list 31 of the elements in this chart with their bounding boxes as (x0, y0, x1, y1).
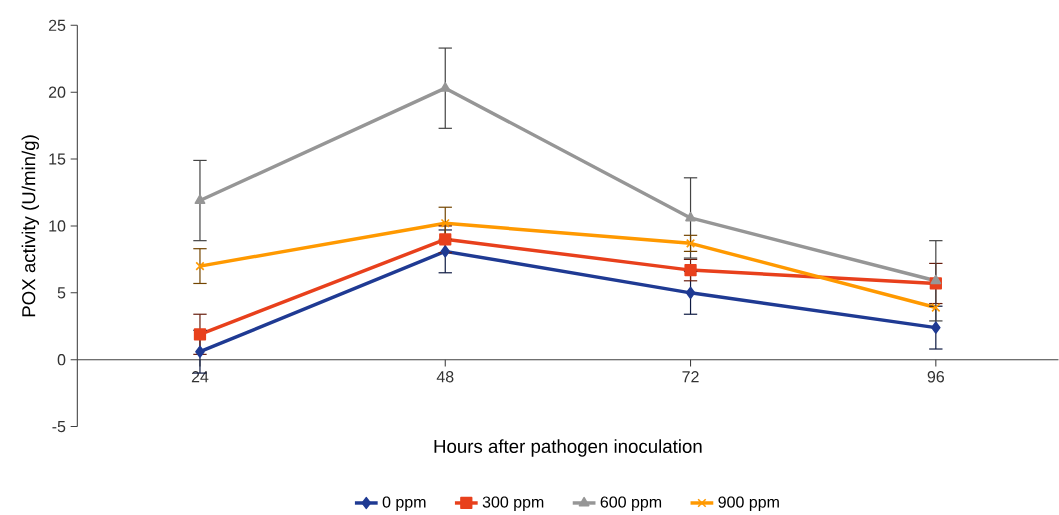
point (685, 238, 696, 248)
point (930, 274, 942, 285)
x-axis-title: Hours after pathogen inoculation (434, 439, 702, 457)
point (195, 261, 205, 271)
point (194, 194, 206, 205)
y-tick-label: 0 (57, 354, 66, 366)
x-tick-label: 24 (191, 371, 209, 383)
y-tick-label: 15 (49, 153, 66, 165)
x-tick-label: 48 (436, 371, 454, 383)
point (439, 233, 452, 246)
legend-label: 900 ppm (718, 496, 779, 511)
point (684, 264, 697, 277)
y-axis-title: POX activity (U/min/g) (21, 135, 39, 317)
point (685, 286, 696, 300)
legend-label: 600 ppm (600, 496, 662, 511)
point (193, 328, 207, 341)
legend-label: 300 ppm (482, 496, 544, 511)
y-tick-label: 25 (48, 19, 66, 32)
legend-label: 0 ppm (382, 496, 426, 511)
point (685, 211, 696, 222)
x-tick-label: 96 (927, 371, 945, 383)
point (440, 245, 451, 258)
point (195, 345, 205, 358)
y-tick-label: 20 (48, 86, 66, 98)
y-tick-label: -5 (52, 421, 66, 433)
point (931, 303, 941, 313)
point (440, 218, 450, 228)
x-tick-label: 72 (682, 371, 699, 383)
y-tick-label: 10 (49, 220, 66, 232)
y-tick-label: 5 (57, 287, 66, 299)
point (931, 321, 941, 334)
